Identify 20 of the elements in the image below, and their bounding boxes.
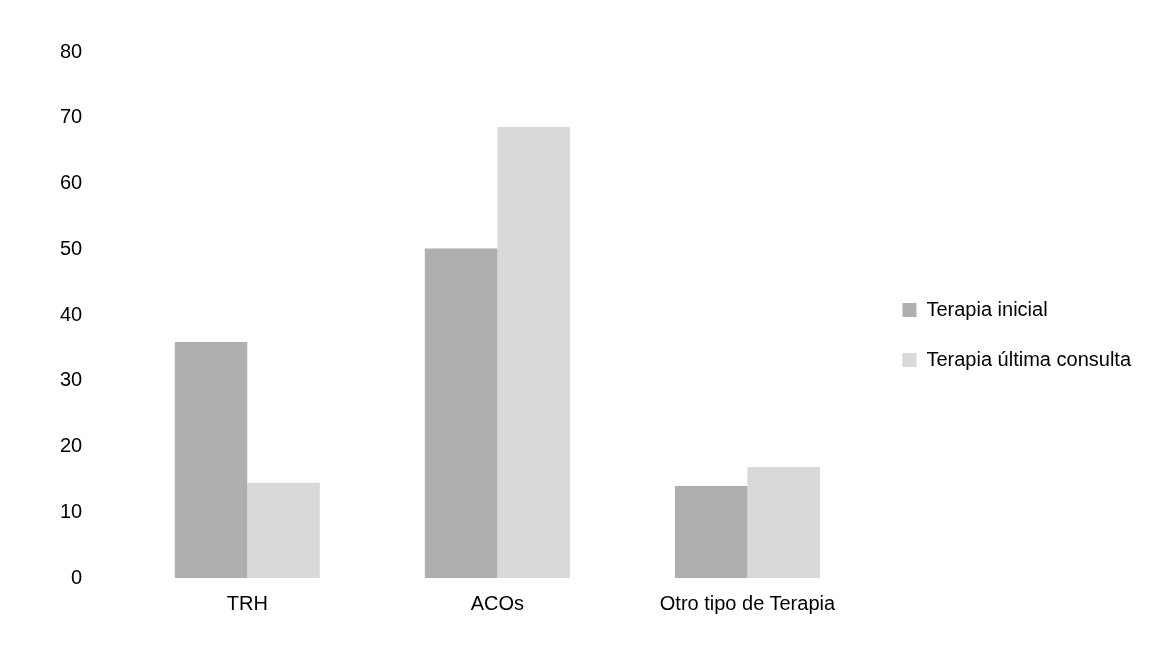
x-tick-label: Otro tipo de Terapia xyxy=(659,591,836,614)
bar xyxy=(674,485,748,578)
bar xyxy=(424,248,498,578)
bar xyxy=(247,482,320,578)
y-tick-label: 20 xyxy=(60,434,83,457)
y-tick-label: 40 xyxy=(60,302,83,325)
y-tick-label: 0 xyxy=(71,565,83,588)
bar xyxy=(747,466,820,578)
bar xyxy=(497,126,570,578)
y-tick-label: 10 xyxy=(60,499,83,522)
x-tick-label: ACOs xyxy=(470,591,525,614)
y-tick-label: 30 xyxy=(60,368,83,391)
bar xyxy=(174,341,248,578)
y-tick-label: 70 xyxy=(60,105,83,128)
legend-label: Terapia inicial xyxy=(926,297,1048,320)
x-tick-label: TRH xyxy=(226,591,268,614)
legend-label: Terapia última consulta xyxy=(926,347,1132,370)
y-tick-label: 50 xyxy=(60,236,83,259)
y-tick-label: 80 xyxy=(60,39,83,62)
y-tick-label: 60 xyxy=(60,171,83,194)
